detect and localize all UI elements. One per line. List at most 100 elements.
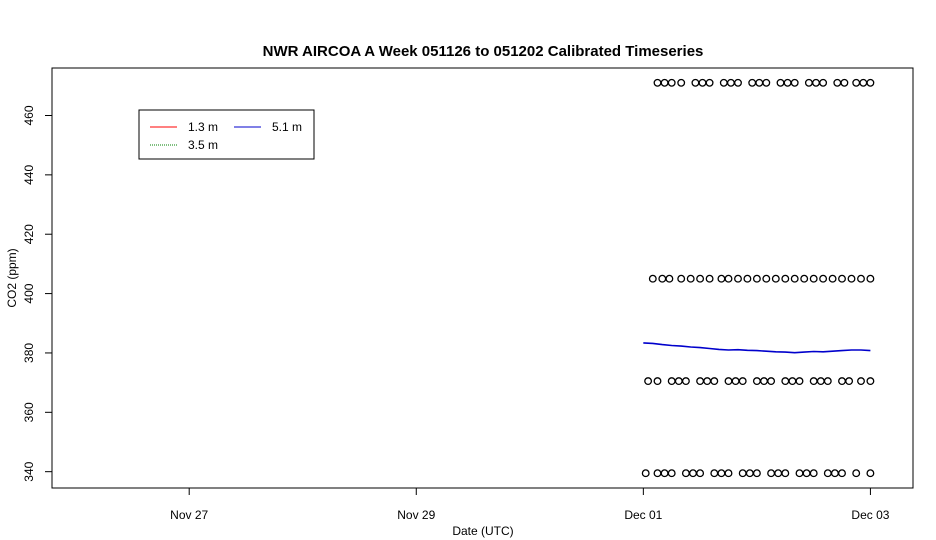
- data-point: [767, 469, 776, 478]
- data-point: [731, 377, 740, 386]
- data-point: [696, 274, 705, 283]
- data-point: [681, 469, 690, 478]
- data-point: [838, 469, 846, 478]
- data-point: [677, 78, 686, 87]
- data-point: [686, 274, 695, 283]
- data-point: [738, 377, 747, 386]
- chart-title: NWR AIRCOA A Week 051126 to 051202 Calib…: [263, 43, 704, 60]
- data-point: [788, 377, 797, 386]
- data-point: [776, 78, 785, 87]
- data-point: [840, 78, 849, 87]
- data-point: [738, 469, 747, 478]
- data-point: [689, 469, 697, 478]
- data-point: [653, 469, 662, 478]
- data-point: [653, 78, 662, 87]
- legend-box: [138, 109, 315, 160]
- y-axis-label: CO2 (ppm): [5, 248, 19, 307]
- data-point: [833, 78, 842, 87]
- data-point: [774, 469, 783, 478]
- data-point: [819, 274, 828, 283]
- data-point: [762, 78, 771, 87]
- y-tick-label-6: 460: [22, 105, 36, 125]
- data-point: [838, 377, 846, 386]
- data-point: [660, 78, 669, 87]
- data-point: [724, 469, 733, 478]
- data-point: [698, 78, 707, 87]
- y-tick-label-2: 380: [22, 343, 36, 363]
- data-point: [781, 274, 790, 283]
- data-point: [830, 469, 839, 478]
- data-point: [674, 377, 683, 386]
- data-point: [790, 274, 799, 283]
- data-point: [783, 78, 792, 87]
- data-point: [845, 377, 854, 386]
- x-axis: Nov 27 Nov 29 Dec 01 Dec 03: [170, 488, 890, 522]
- data-point: [703, 377, 712, 386]
- x-tick-label-1: Nov 29: [397, 508, 435, 522]
- data-point: [755, 78, 764, 87]
- data-point: [734, 274, 742, 283]
- data-point: [710, 377, 719, 386]
- data-point: [859, 78, 868, 87]
- data-point: [658, 274, 667, 283]
- data-point: [667, 78, 676, 87]
- data-point: [802, 469, 811, 478]
- data-point: [648, 274, 657, 283]
- data-point: [660, 469, 669, 478]
- data-point: [823, 377, 832, 386]
- data-point: [748, 78, 757, 87]
- data-point: [734, 78, 742, 87]
- data-point: [691, 78, 700, 87]
- data-point: [857, 377, 865, 386]
- data-point: [866, 377, 875, 386]
- legend-label-1-3m: 1.3 m: [188, 120, 218, 134]
- legend-label-5-1m: 5.1 m: [272, 120, 302, 134]
- x-tick-label-0: Nov 27: [170, 508, 208, 522]
- x-tick-label-2: Dec 01: [624, 508, 662, 522]
- data-point: [653, 377, 662, 386]
- data-point: [804, 78, 813, 87]
- point-group-3: [644, 377, 875, 386]
- data-point: [857, 274, 865, 283]
- data-point: [781, 469, 790, 478]
- y-tick-label-0: 340: [22, 461, 36, 481]
- legend-label-3-5m: 3.5 m: [188, 138, 218, 152]
- data-point: [760, 377, 768, 386]
- series-layer: [641, 78, 875, 478]
- data-point: [696, 377, 705, 386]
- data-point: [752, 469, 761, 478]
- y-axis: 340 360 380 400 420 440 460: [22, 105, 52, 482]
- y-tick-label-3: 400: [22, 283, 36, 303]
- data-point: [696, 469, 705, 478]
- data-point: [795, 377, 804, 386]
- data-point: [665, 274, 674, 283]
- data-point: [866, 274, 875, 283]
- data-point: [816, 377, 825, 386]
- data-point: [852, 469, 861, 478]
- data-point: [809, 377, 818, 386]
- data-point: [641, 469, 650, 478]
- y-tick-label-5: 440: [22, 165, 36, 185]
- data-point: [819, 78, 828, 87]
- point-group-4: [641, 469, 875, 478]
- data-point: [809, 469, 818, 478]
- data-point: [809, 274, 818, 283]
- data-point: [767, 377, 776, 386]
- data-point: [717, 274, 726, 283]
- data-point: [705, 274, 714, 283]
- x-axis-label: Date (UTC): [452, 524, 513, 538]
- data-point: [781, 377, 790, 386]
- data-point: [644, 377, 653, 386]
- data-point: [726, 78, 735, 87]
- data-point: [866, 469, 875, 478]
- data-point: [790, 78, 799, 87]
- data-point: [771, 274, 780, 283]
- data-point: [667, 377, 676, 386]
- data-point: [752, 274, 761, 283]
- data-point: [752, 377, 761, 386]
- data-point: [866, 78, 875, 87]
- data-point: [717, 469, 726, 478]
- data-point: [724, 274, 733, 283]
- data-point: [743, 274, 752, 283]
